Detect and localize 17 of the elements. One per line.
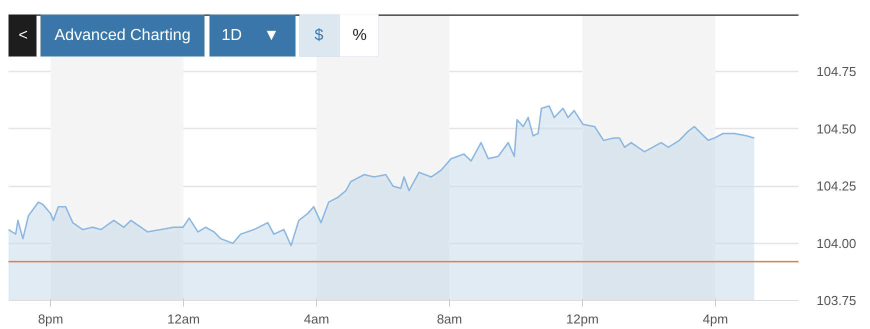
y-tick-label: 104.50 <box>816 121 856 136</box>
x-tick-label: 4am <box>304 312 330 326</box>
x-tick-label: 8pm <box>38 312 64 326</box>
y-tick-label: 103.75 <box>816 293 856 308</box>
x-tick-label: 8am <box>436 312 462 326</box>
y-tick-label: 104.25 <box>816 178 856 194</box>
annotation: Advanced Charting <box>54 27 191 44</box>
annotation: $ <box>314 27 324 44</box>
annotation: 1D <box>222 27 242 44</box>
x-tick-label: 12pm <box>566 312 599 326</box>
y-tick-label: 104.75 <box>816 64 856 80</box>
x-tick-label: 12am <box>167 312 200 326</box>
annotation: % <box>352 27 367 44</box>
annotation: < <box>18 27 28 44</box>
annotation: ▼ <box>264 27 280 44</box>
x-tick-label: 4pm <box>702 312 728 326</box>
y-tick-label: 104.00 <box>816 236 856 251</box>
